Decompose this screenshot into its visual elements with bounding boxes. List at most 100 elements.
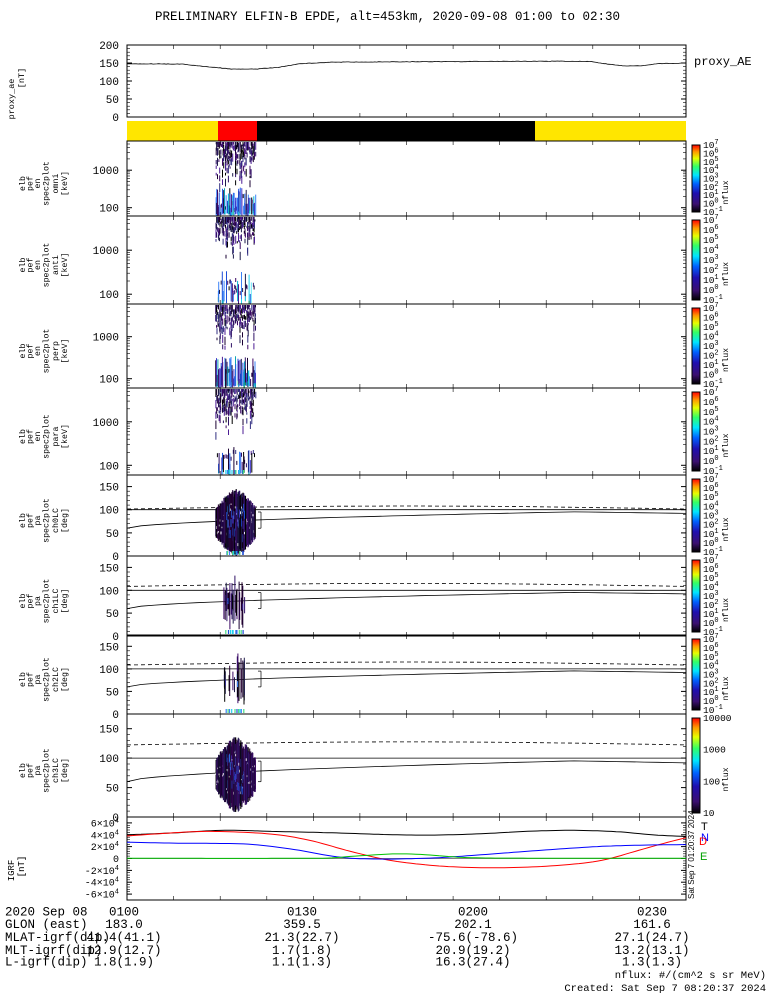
svg-text:6×104: 6×104 <box>91 817 119 830</box>
svg-text:200: 200 <box>99 41 119 53</box>
svg-text:100: 100 <box>99 461 119 473</box>
svg-text:0130: 0130 <box>287 905 317 919</box>
svg-text:pa: pa <box>34 675 43 685</box>
svg-text:[keV]: [keV] <box>60 339 70 364</box>
svg-text:en: en <box>34 432 43 442</box>
svg-text:spec2plot: spec2plot <box>42 243 52 288</box>
svg-text:nflux: #/(cm^2 s sr MeV): nflux: #/(cm^2 s sr MeV) <box>615 970 766 982</box>
svg-text:1000: 1000 <box>703 745 726 756</box>
svg-text:10: 10 <box>703 808 715 819</box>
svg-text:proxy_AE: proxy_AE <box>694 55 752 69</box>
svg-text:D: D <box>699 836 707 848</box>
svg-text:IGRF: IGRF <box>7 860 17 882</box>
svg-text:[keV]: [keV] <box>60 253 70 278</box>
svg-text:-4×104: -4×104 <box>85 877 119 890</box>
svg-text:50: 50 <box>106 687 119 699</box>
svg-text:202.1: 202.1 <box>454 918 492 932</box>
svg-text:150: 150 <box>99 59 119 71</box>
svg-text:150: 150 <box>99 483 119 495</box>
svg-text:[nT]: [nT] <box>17 68 27 88</box>
svg-text:0200: 0200 <box>458 905 488 919</box>
svg-text:1.8(1.9): 1.8(1.9) <box>94 956 154 970</box>
svg-text:nflux: nflux <box>722 767 731 791</box>
svg-text:150: 150 <box>99 563 119 575</box>
svg-text:nflux: nflux <box>722 676 731 700</box>
svg-text:pa: pa <box>34 766 43 776</box>
svg-text:pa: pa <box>34 516 43 526</box>
svg-text:E: E <box>700 851 707 863</box>
svg-text:100: 100 <box>99 375 119 387</box>
svg-text:50: 50 <box>106 95 119 107</box>
svg-text:[deg]: [deg] <box>60 667 70 692</box>
svg-text:[keV]: [keV] <box>60 424 70 449</box>
svg-text:[deg]: [deg] <box>60 758 70 783</box>
svg-text:1.3(1.3): 1.3(1.3) <box>622 956 682 970</box>
svg-text:anti: anti <box>51 255 61 275</box>
svg-text:100: 100 <box>703 776 720 787</box>
svg-text:1.1(1.3): 1.1(1.3) <box>272 956 332 970</box>
svg-text:nflux: nflux <box>722 517 731 541</box>
svg-text:nflux: nflux <box>722 262 731 286</box>
svg-text:150: 150 <box>99 642 119 654</box>
svg-text:150: 150 <box>99 725 119 737</box>
svg-text:perp: perp <box>52 341 61 361</box>
svg-text:183.0: 183.0 <box>105 918 143 932</box>
svg-text:en: en <box>34 260 43 270</box>
svg-text:100: 100 <box>99 290 119 302</box>
svg-text:ch3LC: ch3LC <box>51 758 61 783</box>
svg-text:359.5: 359.5 <box>283 918 321 932</box>
svg-text:0: 0 <box>112 113 119 125</box>
svg-text:en: en <box>34 346 43 356</box>
svg-text:161.6: 161.6 <box>633 918 671 932</box>
svg-text:nflux: nflux <box>722 598 731 622</box>
svg-text:1000: 1000 <box>93 166 119 178</box>
svg-text:0230: 0230 <box>637 905 667 919</box>
svg-text:omni: omni <box>51 174 61 194</box>
svg-text:proxy_ae: proxy_ae <box>7 79 17 120</box>
svg-text:[keV]: [keV] <box>60 171 70 196</box>
svg-text:1000: 1000 <box>93 418 119 430</box>
svg-text:Sat Sep 7 01:20:37 2024: Sat Sep 7 01:20:37 2024 <box>687 810 696 899</box>
svg-text:50: 50 <box>106 609 119 621</box>
svg-text:nflux: nflux <box>722 348 731 372</box>
svg-text:1000: 1000 <box>93 333 119 345</box>
svg-text:spec2plot: spec2plot <box>42 579 52 624</box>
svg-text:100: 100 <box>99 586 119 598</box>
svg-text:en: en <box>34 179 43 189</box>
svg-text:spec2plot: spec2plot <box>42 329 52 374</box>
svg-text:1000: 1000 <box>93 246 119 258</box>
svg-text:GLON (east): GLON (east) <box>5 918 88 932</box>
svg-text:0: 0 <box>113 855 119 866</box>
svg-text:para: para <box>52 427 61 447</box>
svg-text:0100: 0100 <box>109 905 139 919</box>
svg-text:50: 50 <box>106 529 119 541</box>
svg-text:[deg]: [deg] <box>60 508 70 533</box>
svg-text:nflux: nflux <box>722 180 731 204</box>
svg-text:100: 100 <box>99 665 119 677</box>
svg-text:spec2plot: spec2plot <box>42 161 52 206</box>
svg-text:ch1LC: ch1LC <box>51 589 61 614</box>
svg-text:spec2plot: spec2plot <box>42 414 52 459</box>
svg-text:16.3(27.4): 16.3(27.4) <box>435 956 510 970</box>
svg-text:100: 100 <box>99 754 119 766</box>
svg-text:ch0LC: ch0LC <box>51 508 61 533</box>
svg-text:50: 50 <box>106 784 119 796</box>
svg-text:-6×104: -6×104 <box>85 889 119 902</box>
svg-text:pa: pa <box>34 596 43 606</box>
svg-text:-2×104: -2×104 <box>85 865 119 878</box>
svg-text:[nT]: [nT] <box>17 856 27 878</box>
svg-text:ch2LC: ch2LC <box>51 667 61 692</box>
svg-text:nflux: nflux <box>722 433 731 457</box>
svg-text:PRELIMINARY ELFIN-B EPDE, alt=: PRELIMINARY ELFIN-B EPDE, alt=453km, 202… <box>155 10 620 24</box>
svg-text:spec2plot: spec2plot <box>42 748 52 793</box>
svg-text:10000: 10000 <box>703 713 732 724</box>
svg-text:L-igrf(dip): L-igrf(dip) <box>5 956 88 970</box>
svg-text:2020 Sep 08: 2020 Sep 08 <box>5 905 88 919</box>
svg-text:spec2plot: spec2plot <box>42 657 52 702</box>
svg-text:Created: Sat Sep 7 08:20:37 2: Created: Sat Sep 7 08:20:37 2024 <box>564 983 766 995</box>
svg-text:0: 0 <box>112 710 119 722</box>
svg-text:100: 100 <box>99 506 119 518</box>
svg-text:100: 100 <box>99 204 119 216</box>
svg-text:4×104: 4×104 <box>91 829 119 842</box>
svg-text:spec2plot: spec2plot <box>42 498 52 543</box>
